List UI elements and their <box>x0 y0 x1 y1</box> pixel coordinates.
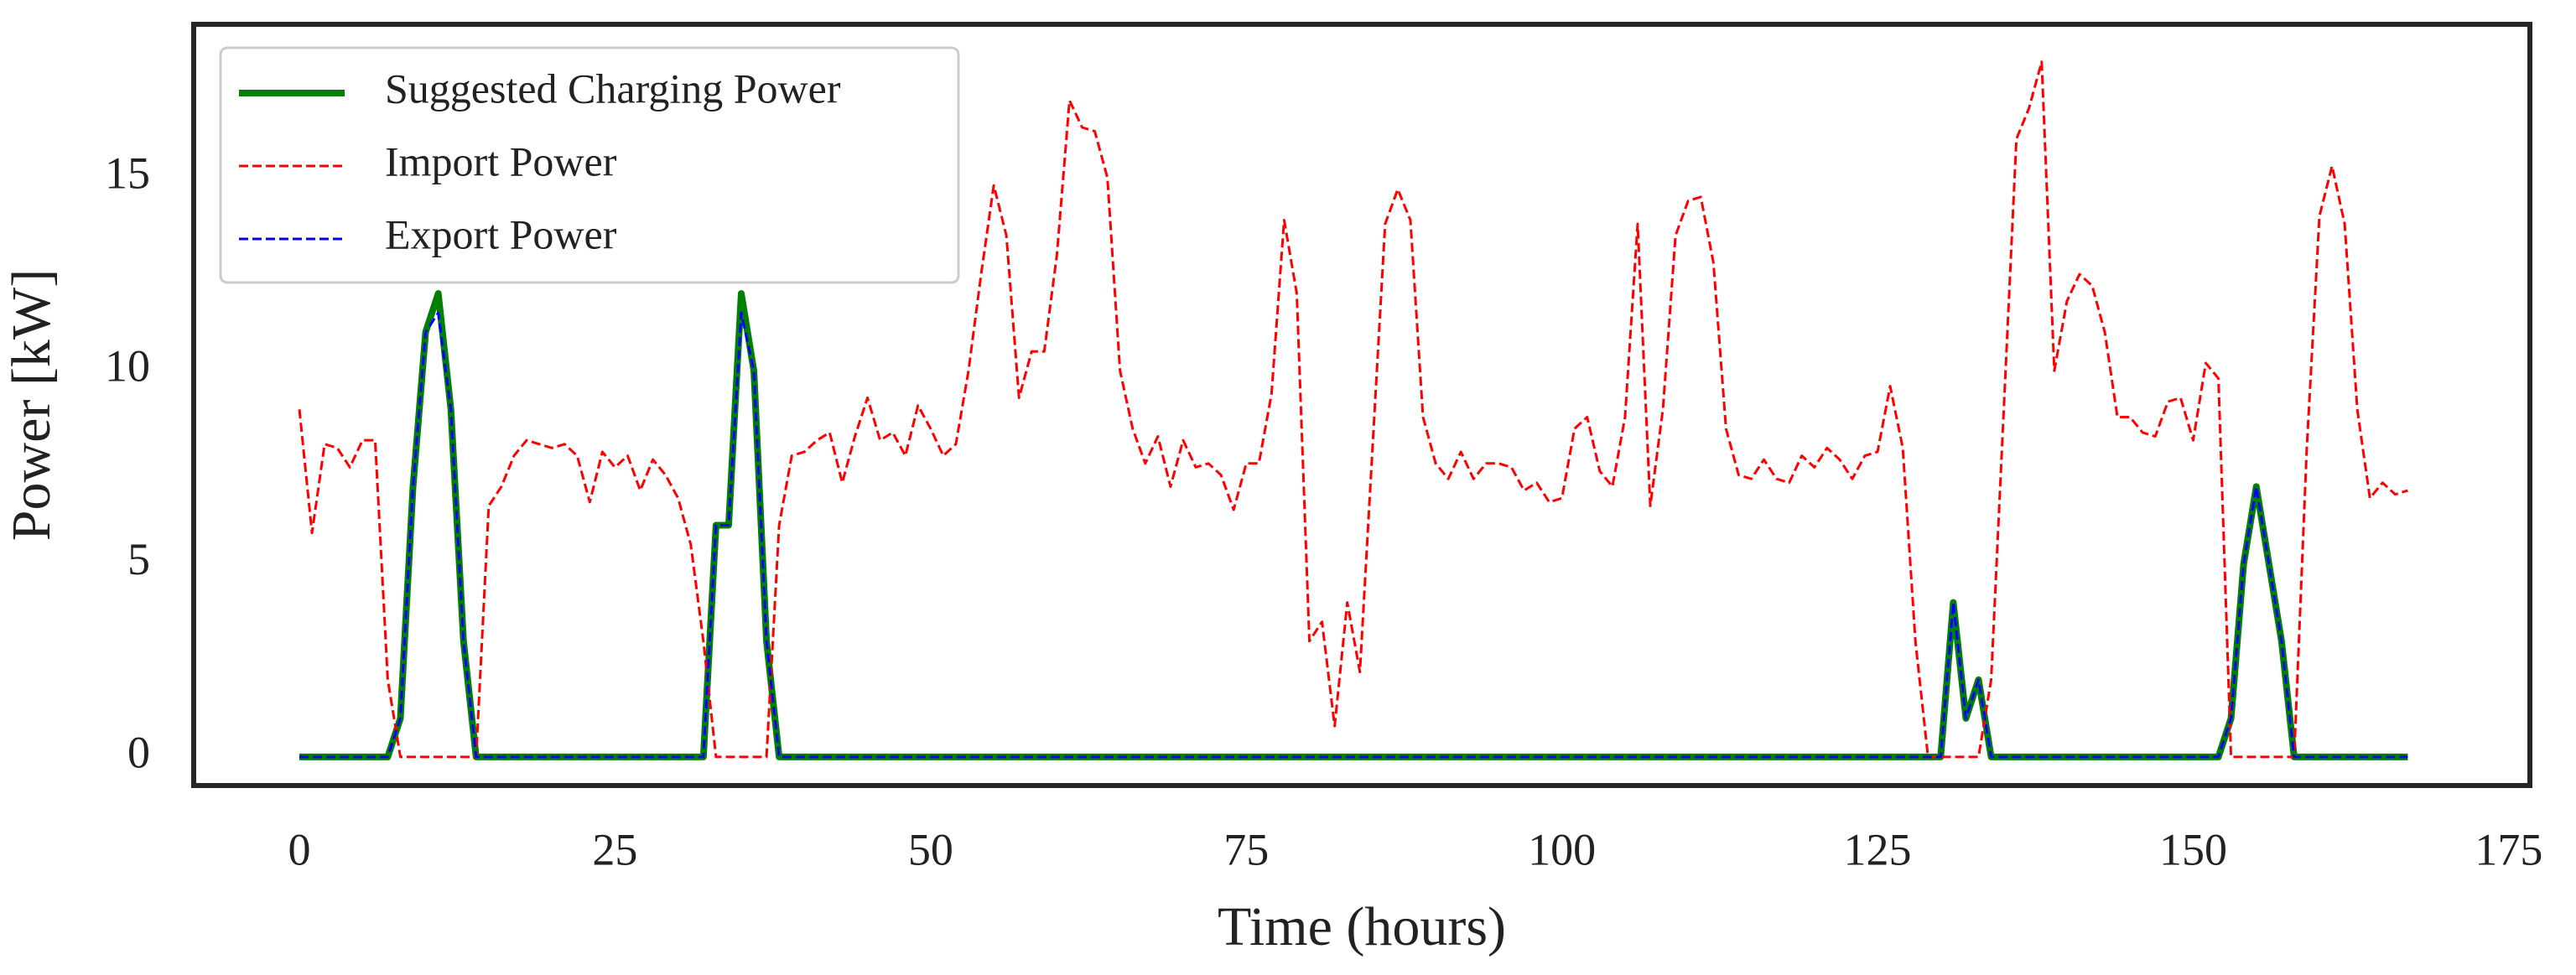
x-tick-label: 75 <box>1223 824 1269 874</box>
x-tick-label: 175 <box>2475 824 2542 874</box>
x-tick-label: 100 <box>1528 824 1596 874</box>
x-tick-label: 25 <box>592 824 637 874</box>
legend-label: Suggested Charging Power <box>385 65 841 112</box>
y-tick-label: 15 <box>105 148 150 198</box>
y-tick-label: 10 <box>105 341 150 392</box>
series-line <box>299 311 2408 759</box>
x-tick-label: 50 <box>908 824 953 874</box>
legend-box <box>219 46 960 284</box>
y-tick-label: 5 <box>127 534 150 584</box>
x-tick-label: 150 <box>2159 824 2227 874</box>
legend-label: Export Power <box>385 210 617 257</box>
y-tick-label: 0 <box>127 727 150 777</box>
x-tick-label: 125 <box>1844 824 1912 874</box>
y-axis-label: Power [kW] <box>1 269 62 541</box>
plot-frame <box>191 22 2532 788</box>
legend-label: Import Power <box>385 137 617 184</box>
x-axis-label: Time (hours) <box>1218 896 1506 957</box>
x-tick-label: 0 <box>288 824 311 874</box>
